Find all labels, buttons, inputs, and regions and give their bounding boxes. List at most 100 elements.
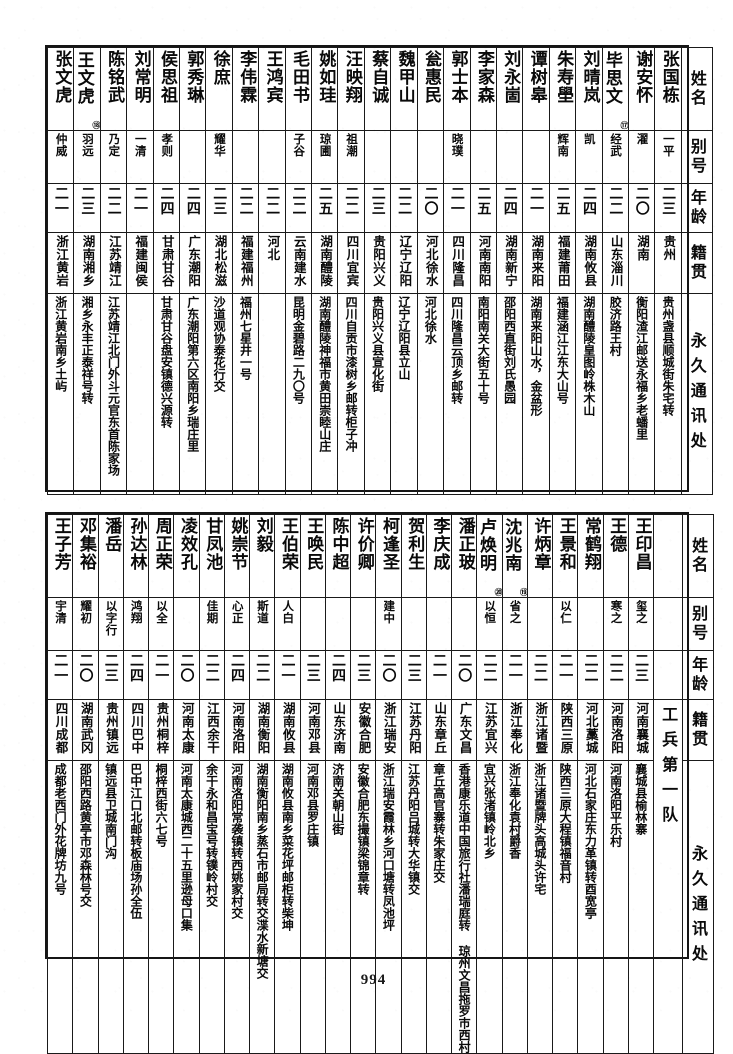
record-alias: 建中: [375, 597, 402, 651]
record-age: 二一: [46, 183, 75, 233]
record-name-text: 王鸿宾: [262, 50, 283, 104]
record-address-text: 巴中江口北邮转板庙场孙全伍: [128, 763, 143, 919]
record-address: 河北徐水: [416, 293, 445, 495]
record-origin: 河北: [258, 232, 286, 294]
record-address: 湘乡永丰正泰祥号转: [73, 293, 101, 495]
record-address: 衡阳渣江邮送永福乡老蟠里: [627, 293, 656, 495]
record-name-text: 许价卿: [353, 517, 374, 571]
record-age-text: 二四: [330, 653, 346, 683]
record-origin-text: 河北: [265, 235, 281, 261]
record-origin-text: 贵阳兴义: [370, 235, 386, 287]
record-origin-text: 四川巴中: [129, 702, 145, 754]
record-origin: 贵州: [654, 232, 682, 294]
record-name-text: 贺利生: [404, 517, 425, 571]
record-alias: 羽远: [73, 130, 101, 184]
record-name: 李庆成: [425, 514, 453, 598]
record-age-text: 二二: [254, 653, 271, 683]
record-age-text: 二一: [279, 653, 296, 683]
record-origin: 贵州桐梓: [147, 699, 175, 761]
record-name: 孙达林: [122, 514, 150, 598]
record-age: 二〇: [450, 650, 478, 700]
page-number: 994: [360, 972, 387, 988]
record-name: 瓮惠民: [416, 47, 445, 131]
record-origin: 河南洛阳: [223, 699, 251, 761]
record-address-text: 浙江诸暨牌头高城头许宅: [532, 763, 547, 895]
record-name-text: 朱寿壆: [553, 50, 574, 104]
record-origin: 安徽合肥: [349, 699, 377, 761]
record-address-text: 贵州盏县顺城街朱宅转: [661, 296, 676, 416]
footnote-marker: ⑰: [619, 121, 629, 130]
record-age-text: 二〇: [380, 653, 397, 683]
record-name: 朱寿壆: [548, 47, 577, 131]
record-alias: [495, 130, 524, 184]
record-name: 张文虎: [46, 47, 75, 131]
record-address: 河南邓县罗庄镇: [299, 760, 326, 1054]
record-address: 济南关朝山街: [324, 760, 352, 1054]
record-name: 王唤民: [299, 514, 326, 598]
record-name: 王鸿宾: [258, 47, 286, 131]
record-name: 谢安怀: [627, 47, 656, 131]
record-name-text: 郭士本: [447, 50, 468, 104]
row-age: 二一 二三 二二 二一 二四 二四 二三 二二 二二 二二 二五 二二 二三 二二 二〇 二一 二五 二四 二一 二五…: [46, 183, 713, 233]
record-address-text: 河南太康城西二十五里逊母口集: [179, 763, 194, 931]
record-address: 浙江瑞安霞林乡河口塘转凤池坪: [375, 760, 402, 1054]
record-name: 陈中超: [324, 514, 352, 598]
record-name-text: 李家森: [473, 50, 494, 104]
record-name: 贺利生: [400, 514, 427, 598]
unit-col-name-blank: [653, 514, 683, 598]
record-name: 卢焕明 ⑳: [476, 514, 503, 598]
record-origin-text: 浙江奉化: [508, 702, 523, 754]
record-age-text: 二五: [554, 186, 571, 216]
record-address: 辽宁辽阳县立山: [390, 293, 418, 495]
record-age-text: 二三: [79, 186, 96, 216]
record-address: 湖南来阳山水，金盆形: [522, 293, 550, 495]
record-address: 宜兴张渚镇岭北乡: [476, 760, 503, 1054]
record-alias: [231, 130, 260, 184]
record-age: 二四: [179, 183, 207, 233]
column-header-name-text: 姓名: [689, 537, 709, 575]
record-address: 河南洛阳平乐村: [602, 760, 629, 1054]
record-alias-text: 凯: [582, 133, 597, 145]
record-address-text: 四川隆昌云顶乡邮转: [449, 296, 464, 404]
record-age: 二一: [425, 650, 453, 700]
record-alias: 以全: [147, 597, 175, 651]
record-alias-text: 羽远: [80, 133, 95, 157]
record-name: 蔡自诚: [363, 47, 392, 131]
record-age-text: 二〇: [633, 186, 650, 216]
record-address: [126, 293, 154, 495]
record-address: 福州七星井一号: [231, 293, 260, 495]
record-address-text: 胶济路王村: [608, 296, 623, 356]
record-address: 四川隆昌云顶乡邮转: [443, 293, 471, 495]
record-name-text: 张国栋: [658, 50, 679, 104]
record-name: 魏甲山: [390, 47, 418, 131]
record-age: 二一: [443, 183, 471, 233]
record-age-text: 二一: [431, 653, 447, 683]
record-origin: 湖南攸县: [274, 699, 301, 761]
record-age-text: 二二: [607, 186, 624, 216]
record-origin-text: 陕西三原: [558, 702, 574, 754]
record-name: 潘岳: [97, 514, 124, 598]
record-name-text: 王德: [606, 517, 627, 553]
record-origin-text: 四川成都: [53, 702, 69, 754]
record-alias-text: 以字行: [104, 600, 119, 636]
record-origin: 四川隆昌: [443, 232, 471, 294]
record-alias: 斯道: [248, 597, 276, 651]
record-origin: 广东文昌: [450, 699, 478, 761]
record-name: 徐庶: [205, 47, 233, 131]
record-age-text: 二〇: [456, 653, 473, 683]
record-address: 贵州盏县顺城街朱宅转: [654, 293, 682, 495]
record-name: 常鹤翔: [577, 514, 604, 598]
record-name: 沈兆南 ⑲: [501, 514, 528, 598]
record-age: 二一: [551, 650, 579, 700]
record-address: 河南洛阳常袭镇转西姚家村交: [223, 760, 251, 1054]
record-name-text: 王印昌: [631, 517, 652, 571]
record-alias-text: 一平: [661, 133, 676, 157]
record-origin-text: 浙江黄岩: [54, 235, 70, 287]
record-alias-text: 省之: [508, 600, 523, 624]
record-name-text: 刘永崮: [500, 50, 521, 104]
record-address: 巴中江口北邮转板庙场孙全伍: [122, 760, 150, 1054]
record-name: 谭树皋: [522, 47, 550, 131]
footnote-marker: ⑱: [91, 121, 101, 130]
record-address: 贵阳兴义县宣化街: [363, 293, 392, 495]
record-age-text: 二二: [105, 186, 122, 216]
